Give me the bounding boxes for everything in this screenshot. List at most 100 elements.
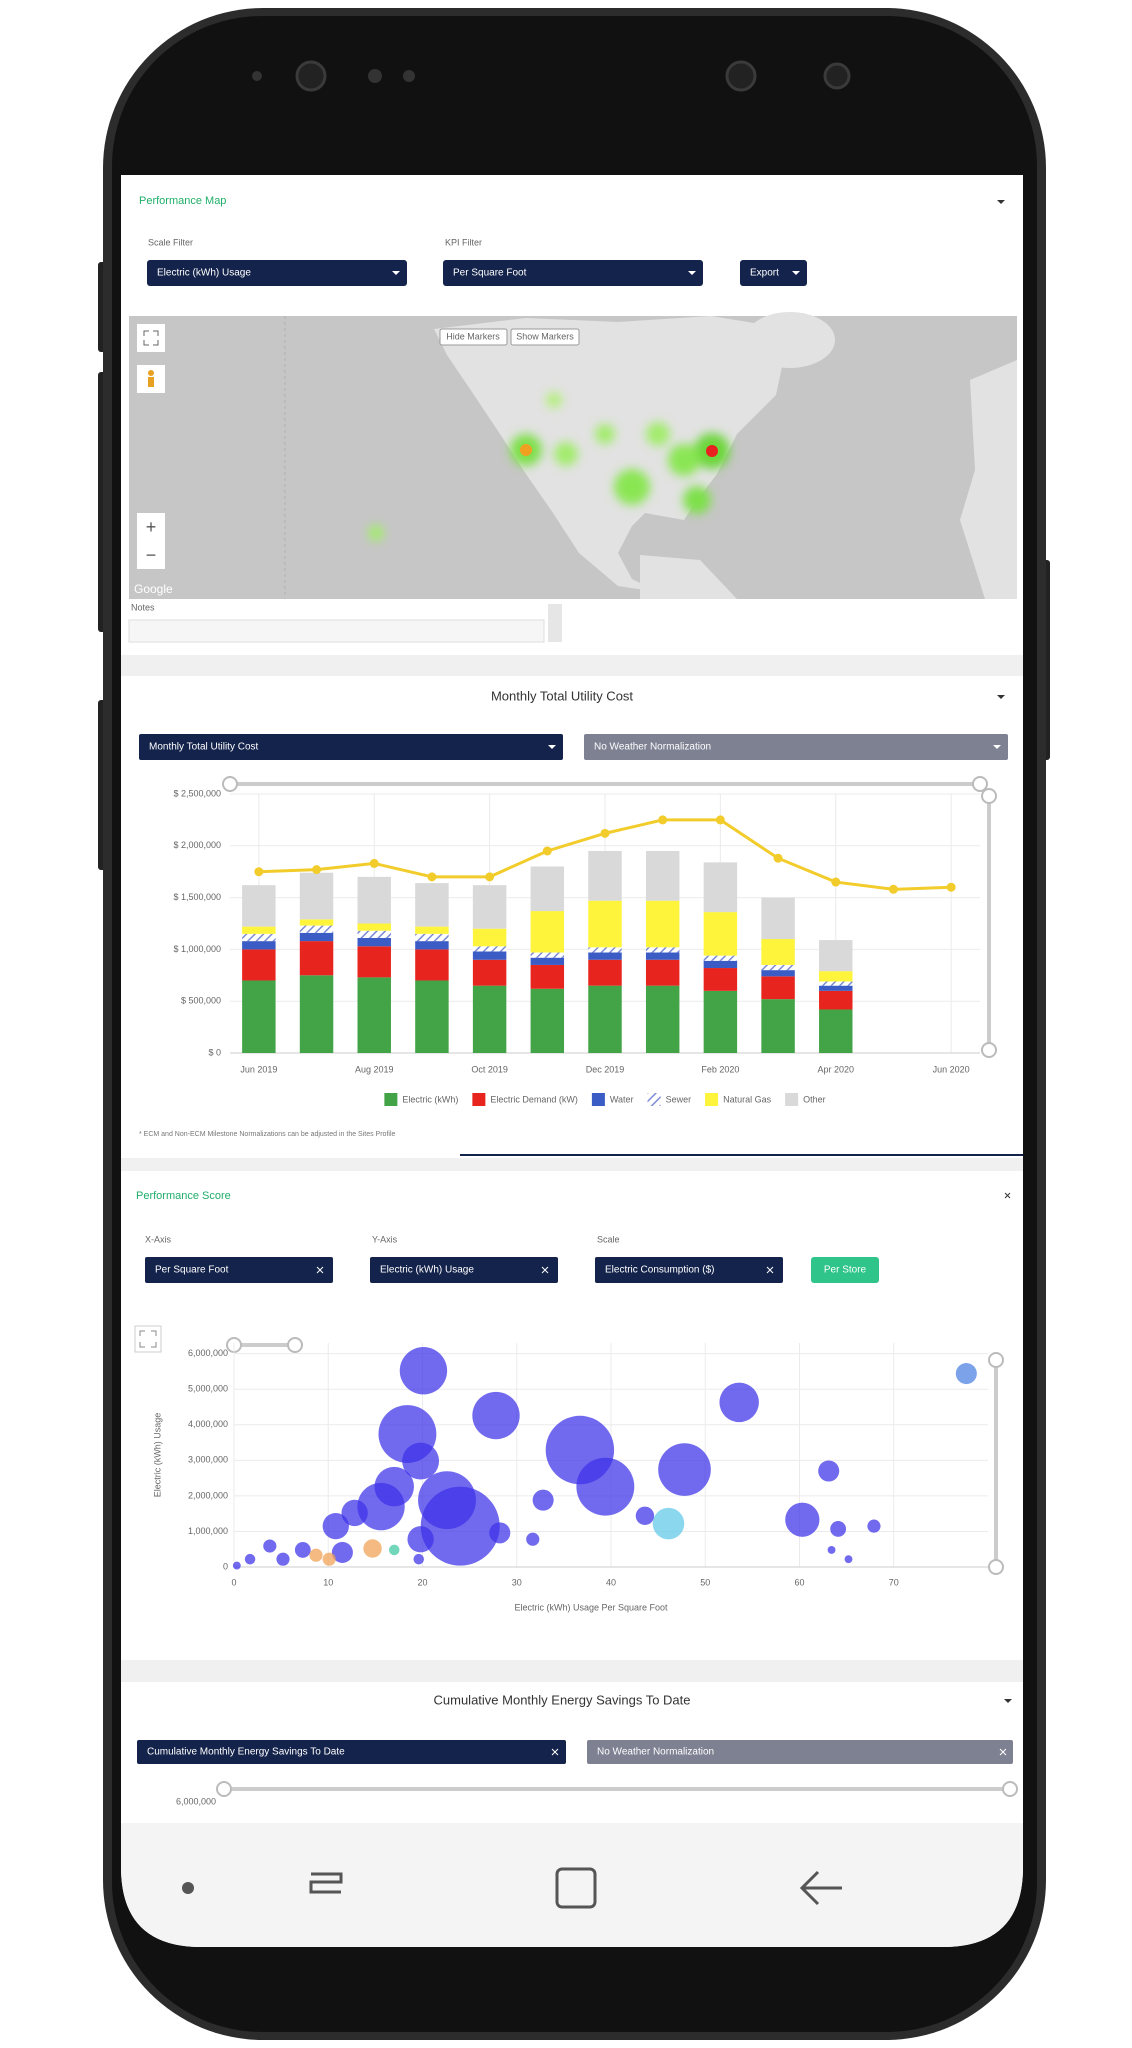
- expand-icon: [139, 1330, 157, 1348]
- panel-title: Monthly Total Utility Cost: [491, 688, 633, 703]
- dropdown[interactable]: [595, 1257, 783, 1283]
- bar-segment: [472, 959, 507, 986]
- bar-segment: [588, 900, 622, 948]
- bubble: [955, 1363, 977, 1385]
- bubble: [276, 1552, 290, 1566]
- clear-icon[interactable]: [551, 1748, 559, 1756]
- notes-box[interactable]: [128, 619, 545, 643]
- slider-handle[interactable]: [287, 1337, 303, 1353]
- export-button[interactable]: [740, 260, 807, 286]
- slider-handle[interactable]: [222, 776, 238, 792]
- scale-toggle[interactable]: [811, 1257, 879, 1283]
- bar-segment: [819, 981, 853, 986]
- bar-segment: [472, 946, 507, 952]
- dropdown[interactable]: [370, 1257, 558, 1283]
- bar-segment: [357, 977, 391, 1053]
- legend-swatch: [384, 1093, 398, 1106]
- slider-handle[interactable]: [988, 1559, 1004, 1575]
- collapse-icon[interactable]: [1004, 1699, 1012, 1703]
- bar-segment: [819, 985, 853, 991]
- clear-icon[interactable]: [999, 1748, 1007, 1756]
- scatter-chart: 0 1,000,000 2,000,000 3,000,000 4,000,000 5,0…: [152, 1343, 988, 1612]
- bar-segment: [530, 957, 565, 965]
- bar-segment: [357, 946, 391, 978]
- zoom-control[interactable]: [137, 513, 165, 569]
- bar-segment: [415, 941, 449, 950]
- bar-segment: [242, 980, 276, 1053]
- map-button[interactable]: [510, 328, 580, 346]
- bubble: [489, 1522, 511, 1544]
- bubble: [844, 1555, 853, 1564]
- dropdown-text: Electric Consumption ($): [605, 1265, 714, 1276]
- caret: [548, 745, 556, 749]
- dropdown[interactable]: [587, 1740, 1013, 1764]
- zoom-out[interactable]: −: [146, 545, 157, 565]
- bar-segment: [703, 912, 738, 956]
- slider-handle[interactable]: [981, 788, 997, 804]
- y-tick-label: $ 2,000,000: [173, 840, 221, 850]
- clear-icon[interactable]: [766, 1266, 774, 1274]
- nav-recent[interactable]: [309, 1872, 343, 1894]
- dropdown[interactable]: [443, 260, 703, 286]
- y-tick-label: 4,000,000: [188, 1419, 228, 1429]
- nav-dot[interactable]: [182, 1882, 194, 1894]
- bar-segment: [357, 923, 391, 931]
- slider-handle[interactable]: [216, 1781, 232, 1797]
- bar-segment: [530, 964, 565, 989]
- navigation-bar: [121, 1823, 1023, 1947]
- x-tick-label: Jun 2020: [933, 1064, 970, 1074]
- legend-swatch: [591, 1093, 605, 1106]
- map-button[interactable]: [439, 328, 508, 346]
- nav-back[interactable]: [799, 1870, 842, 1906]
- slider-handle[interactable]: [981, 1042, 997, 1058]
- slider-handle[interactable]: [1002, 1781, 1018, 1797]
- axis-select-label: Scale: [597, 1234, 620, 1244]
- bar-segment: [415, 933, 449, 942]
- dropdown[interactable]: [584, 734, 1008, 760]
- slider-handle[interactable]: [988, 1352, 1004, 1368]
- zoom-in[interactable]: +: [146, 517, 157, 537]
- clear-icon[interactable]: [541, 1266, 549, 1274]
- dropdown[interactable]: [145, 1257, 333, 1283]
- sensor: [252, 71, 262, 81]
- y-tick-label: $ 0: [208, 1047, 221, 1057]
- heat-spot: [554, 442, 578, 466]
- collapse-icon[interactable]: [997, 695, 1005, 699]
- close-icon[interactable]: [1004, 1192, 1011, 1199]
- bubble: [244, 1553, 256, 1565]
- pegman: [148, 377, 154, 387]
- bar-segment: [819, 971, 853, 982]
- y-tick-label: 3,000,000: [188, 1455, 228, 1465]
- dropdown[interactable]: [137, 1740, 566, 1764]
- bubble: [418, 1471, 476, 1530]
- fullscreen-button[interactable]: [137, 324, 165, 352]
- bubble: [830, 1521, 847, 1537]
- bar-segment: [703, 990, 738, 1053]
- slider-handle[interactable]: [972, 776, 988, 792]
- bubble: [652, 1507, 685, 1540]
- x-tick-label: Jun 2019: [240, 1064, 277, 1074]
- bar-segment: [242, 949, 276, 981]
- bar-segment: [645, 952, 680, 960]
- bar-segment: [415, 883, 449, 927]
- bubble: [309, 1548, 323, 1562]
- expand-button[interactable]: [134, 1325, 162, 1353]
- dropdown[interactable]: [139, 734, 563, 760]
- x-tick-label: Aug 2019: [355, 1064, 394, 1074]
- dropdown[interactable]: [147, 260, 407, 286]
- nav-home[interactable]: [555, 1867, 597, 1909]
- bubble: [399, 1347, 448, 1395]
- bubble: [785, 1502, 820, 1537]
- y-axis-title: Electric (kWh) Usage: [152, 1413, 162, 1498]
- bubble: [413, 1553, 424, 1565]
- x-tick-label: 10: [323, 1577, 333, 1587]
- heat-spot: [368, 525, 384, 541]
- heat-spot: [668, 444, 700, 476]
- bar-segment: [703, 955, 738, 961]
- collapse-icon[interactable]: [997, 200, 1005, 204]
- bar-segment: [819, 990, 853, 1010]
- clear-icon[interactable]: [316, 1266, 324, 1274]
- bubble: [818, 1460, 840, 1482]
- scrollbar[interactable]: [548, 604, 562, 642]
